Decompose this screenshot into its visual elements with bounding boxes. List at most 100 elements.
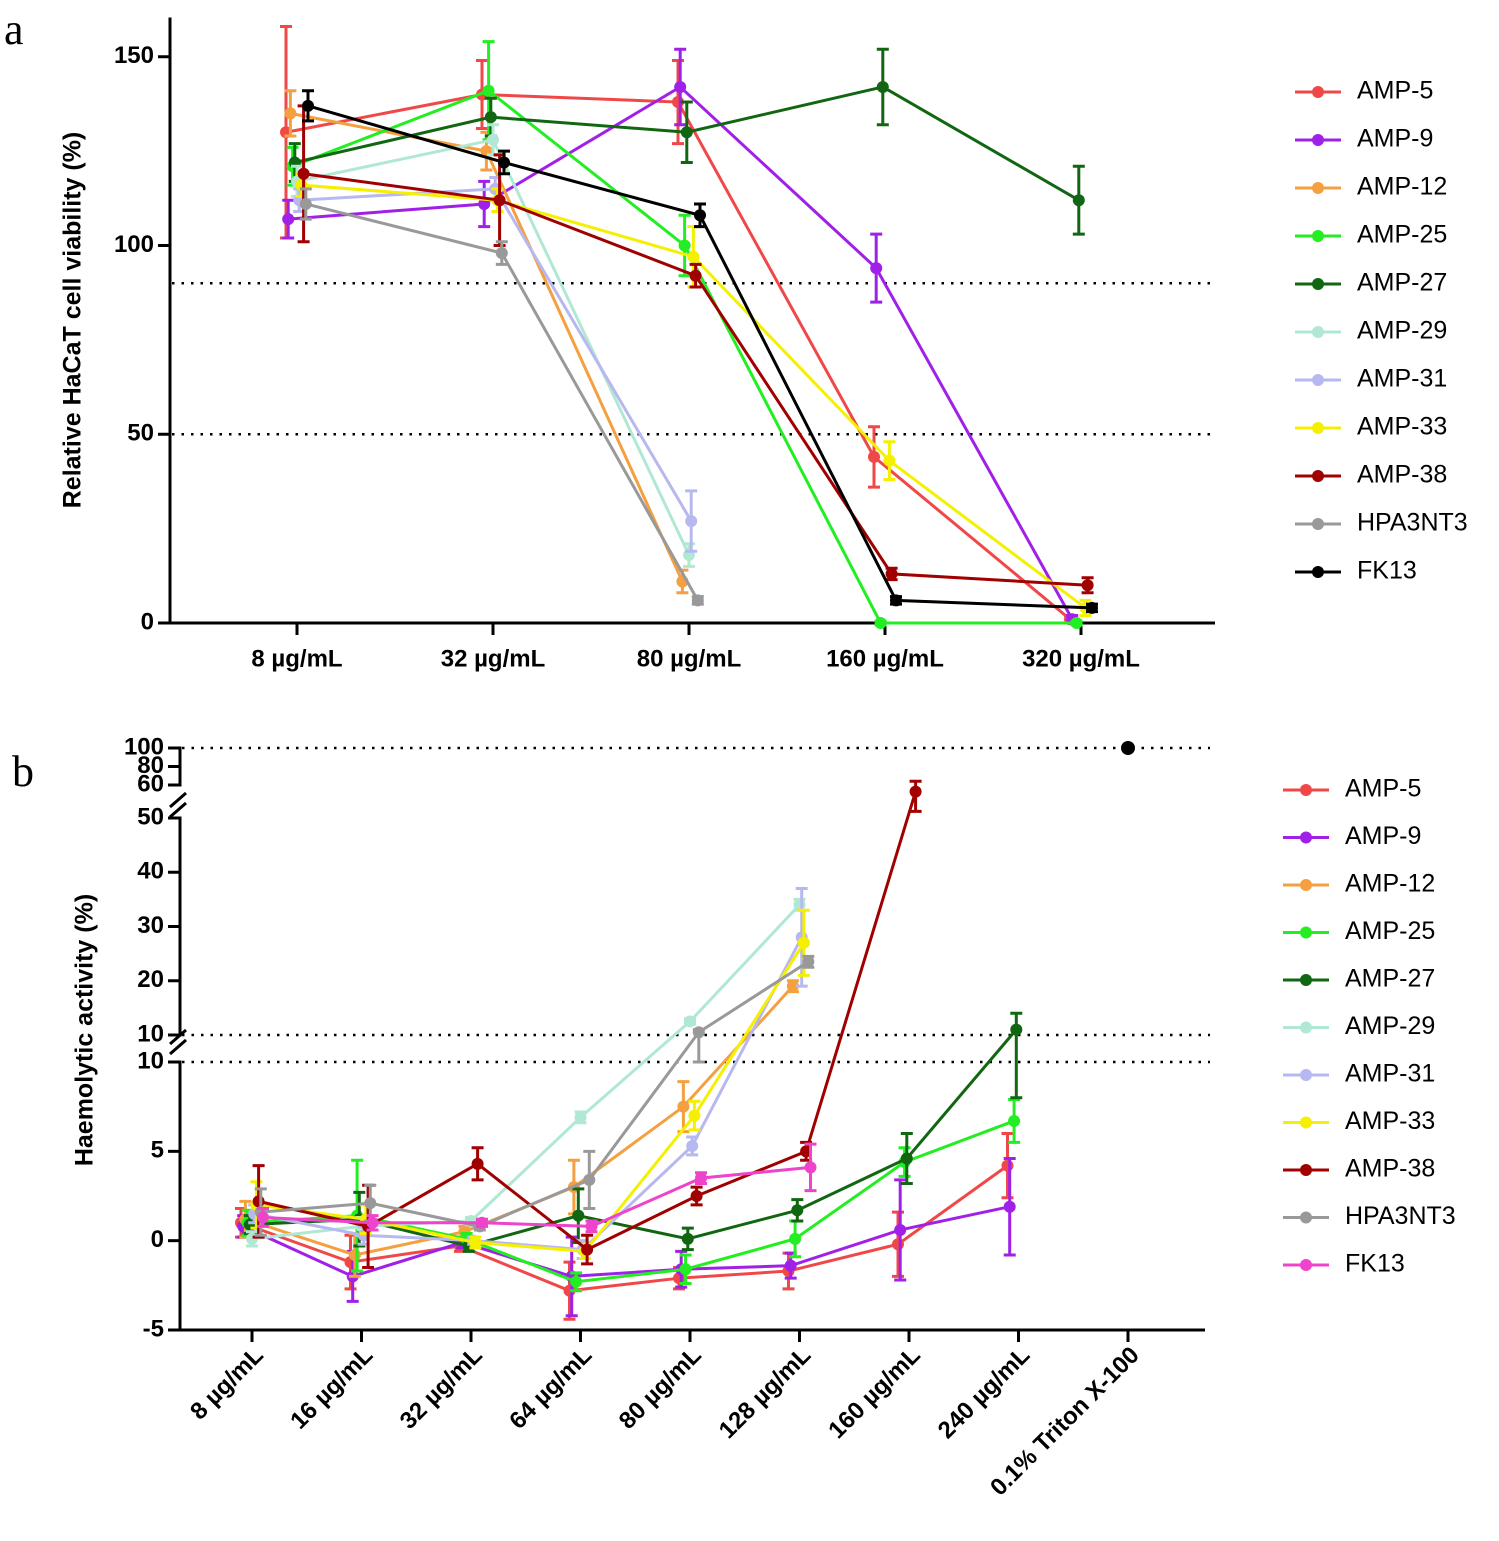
control-point	[1121, 741, 1135, 755]
legend-marker	[1312, 278, 1324, 290]
y-tick-label: 10	[137, 1020, 164, 1047]
legend-label: AMP-25	[1345, 917, 1435, 945]
x-tick-label: 8 µg/mL	[185, 1342, 269, 1426]
data-point	[257, 1211, 269, 1224]
x-tick-label: 240 µg/mL	[933, 1342, 1035, 1444]
legend-label: AMP-27	[1357, 269, 1447, 297]
x-tick-label: 128 µg/mL	[714, 1342, 816, 1444]
legend-label: AMP-33	[1345, 1107, 1435, 1135]
data-point	[870, 262, 883, 275]
series	[252, 779, 922, 1269]
y-tick-label: 100	[114, 231, 154, 258]
data-point	[677, 1100, 690, 1113]
data-point	[478, 197, 491, 210]
series	[293, 176, 698, 553]
data-point	[1008, 1114, 1021, 1127]
series-line	[251, 903, 801, 1241]
legend-marker	[1312, 374, 1324, 386]
data-point	[585, 1220, 598, 1233]
legend-marker	[1312, 326, 1324, 338]
data-point	[679, 1263, 692, 1276]
x-tick-label: 8 µg/mL	[251, 645, 342, 672]
legend-label: AMP-31	[1345, 1060, 1435, 1088]
data-point	[674, 80, 687, 93]
legend-label: AMP-29	[1345, 1012, 1435, 1040]
legend-marker	[1300, 831, 1312, 844]
data-point	[1070, 617, 1083, 629]
data-point	[789, 1232, 802, 1245]
legend-marker	[1300, 784, 1312, 796]
data-point	[684, 1015, 696, 1028]
series-line	[285, 92, 1071, 621]
data-point	[868, 450, 880, 463]
legend-label: AMP-27	[1345, 965, 1435, 993]
data-point	[574, 1111, 587, 1124]
data-point	[581, 1243, 594, 1256]
data-point	[797, 936, 810, 949]
data-point	[299, 197, 312, 210]
legend-label: FK13	[1357, 557, 1417, 585]
series-line	[290, 111, 684, 583]
data-point	[297, 167, 310, 180]
x-tick-label: 32 µg/mL	[441, 645, 546, 672]
y-tick-label: 20	[137, 966, 164, 993]
legend-marker	[1300, 1211, 1312, 1224]
legend-marker	[1312, 422, 1324, 434]
x-tick-label: 320 µg/mL	[1022, 645, 1140, 672]
series	[280, 25, 1076, 626]
legend-label: AMP-9	[1345, 822, 1421, 850]
data-point	[690, 1190, 703, 1202]
data-point	[482, 84, 495, 97]
x-tick-label: 80 µg/mL	[637, 645, 742, 672]
legend-label: HPA3NT3	[1357, 509, 1468, 537]
y-tick-label: 0	[151, 1226, 164, 1253]
data-point	[883, 454, 896, 467]
legend-marker	[1300, 879, 1312, 891]
x-tick-label: 160 µg/mL	[823, 1342, 925, 1444]
data-point	[469, 1236, 482, 1249]
legend-marker	[1300, 1069, 1312, 1081]
legend-marker	[1312, 230, 1324, 242]
data-point	[876, 80, 889, 93]
data-point	[252, 1195, 265, 1208]
y-tick-label: 80	[137, 752, 164, 779]
x-tick-label: 80 µg/mL	[614, 1342, 707, 1435]
legend-marker	[1300, 1116, 1312, 1129]
y-tick-label: 100	[124, 733, 164, 760]
data-point	[885, 567, 898, 580]
data-point	[681, 1232, 694, 1245]
legend-label: AMP-5	[1345, 775, 1421, 803]
y-tick-label: 30	[137, 912, 164, 939]
data-point	[689, 269, 702, 282]
data-point	[691, 594, 704, 607]
data-point	[1003, 1200, 1016, 1213]
data-point	[282, 213, 295, 226]
legend-marker	[1312, 86, 1324, 98]
data-point	[791, 1204, 804, 1217]
y-tick-label: 50	[137, 803, 164, 830]
data-point	[892, 1238, 904, 1251]
data-point	[694, 209, 706, 222]
series	[254, 954, 815, 1237]
data-point	[284, 107, 297, 120]
data-point	[784, 1259, 797, 1272]
legend-label: AMP-38	[1357, 461, 1447, 489]
data-point	[900, 1152, 913, 1165]
data-point	[786, 980, 799, 993]
data-point	[890, 594, 902, 607]
legend-label: AMP-12	[1345, 870, 1435, 898]
data-point	[687, 250, 700, 263]
legend-label: AMP-25	[1357, 221, 1447, 249]
legend-marker	[1312, 566, 1324, 578]
y-tick-label: 60	[137, 770, 164, 797]
data-point	[471, 1157, 484, 1170]
series-line	[256, 941, 806, 1253]
x-tick-label: 64 µg/mL	[504, 1342, 597, 1435]
data-point	[484, 111, 497, 124]
data-point	[680, 126, 693, 139]
data-point	[1081, 579, 1094, 592]
y-tick-label: 5	[151, 1137, 164, 1164]
panel-label: b	[12, 747, 34, 796]
panel-label: a	[4, 5, 24, 54]
data-point	[1001, 1159, 1014, 1172]
